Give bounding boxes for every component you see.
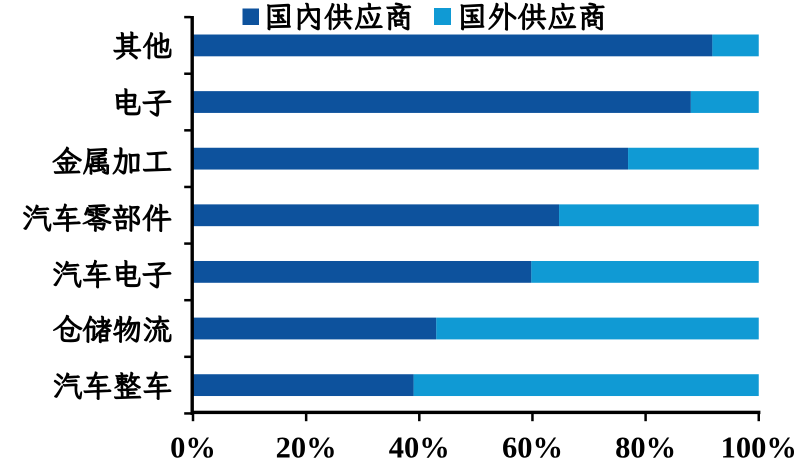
svg-text:100%: 100% [721,431,797,465]
svg-text:0%: 0% [170,431,216,465]
svg-text:60%: 60% [502,431,563,465]
svg-text:80%: 80% [615,431,676,465]
svg-text:40%: 40% [389,431,450,465]
svg-text:20%: 20% [276,431,337,465]
